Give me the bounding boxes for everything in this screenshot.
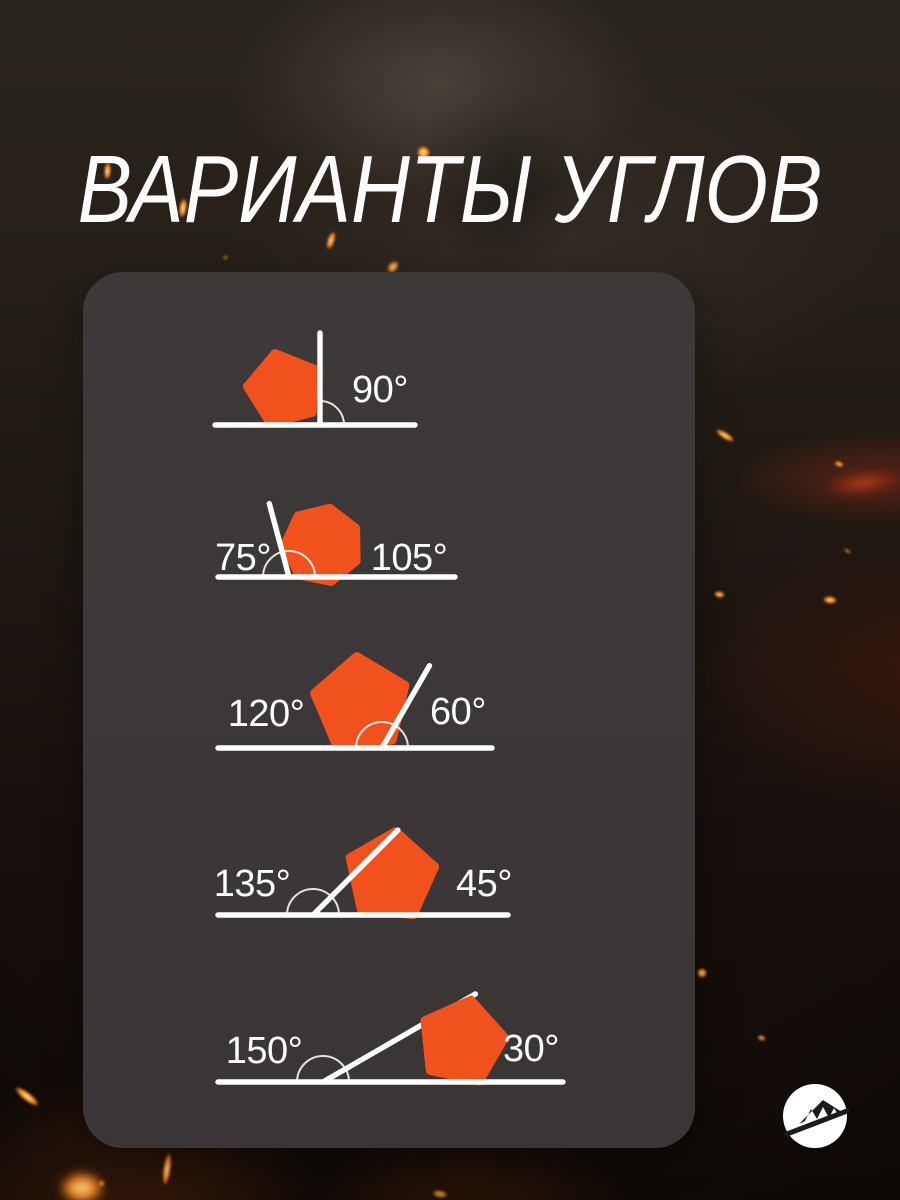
angle-ray xyxy=(310,827,401,918)
angle-arc xyxy=(355,721,409,749)
magnet-shape xyxy=(420,995,509,1086)
page-title: ВАРИАНТЫ УГЛОВ xyxy=(77,136,823,244)
angle-arc xyxy=(296,1055,350,1083)
angle-diagram-90: 90° xyxy=(212,330,418,428)
mountain-icon xyxy=(783,1084,850,1148)
angle-diagram-120-60: 120° 60° xyxy=(215,652,495,751)
angle-arc xyxy=(319,400,345,426)
angle-diagram-135-45: 135° 45° xyxy=(214,827,512,920)
angle-label: 30° xyxy=(503,1028,559,1070)
angle-label: 135° xyxy=(214,863,291,905)
spark-glow xyxy=(417,146,430,159)
angle-ray xyxy=(266,500,292,580)
angle-label: 45° xyxy=(456,863,512,905)
angle-label: 105° xyxy=(371,537,448,579)
angle-arc xyxy=(286,888,340,916)
spark-glow xyxy=(223,255,228,260)
angle-label: 150° xyxy=(226,1030,303,1072)
angle-arc xyxy=(262,550,316,578)
spark-glow xyxy=(697,968,707,978)
angle-label: 120° xyxy=(228,693,305,735)
angle-label: 90° xyxy=(352,369,408,411)
magnet-shape xyxy=(243,349,320,428)
angle-ray xyxy=(379,663,433,751)
angle-diagram-150-30: 150° 30° xyxy=(215,991,566,1086)
spark-glow xyxy=(60,1172,104,1200)
angle-label: 60° xyxy=(430,691,486,733)
angle-label: 75° xyxy=(215,537,271,579)
angle-diagram-75-105: 75° 105° xyxy=(215,500,458,586)
